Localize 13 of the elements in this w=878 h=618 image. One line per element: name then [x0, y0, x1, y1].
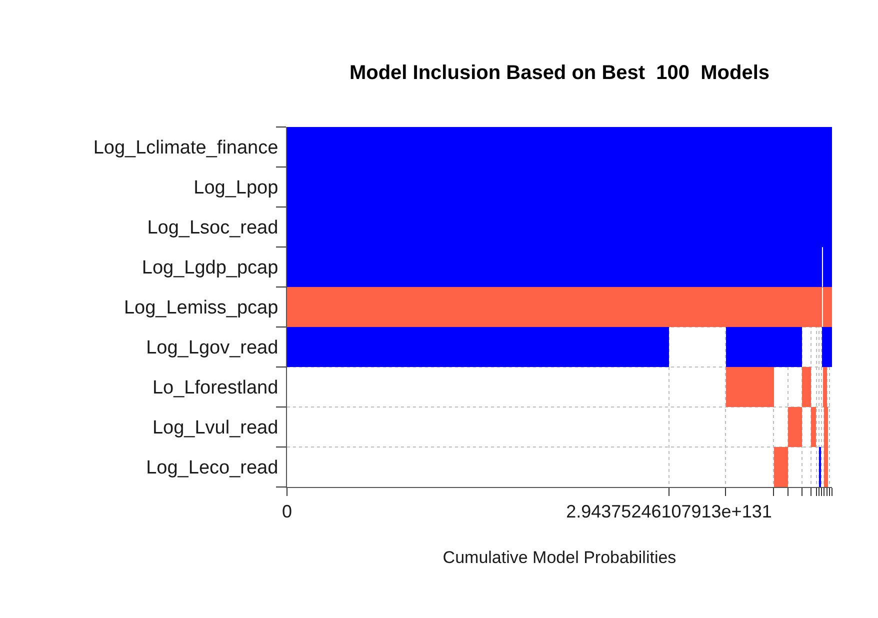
y-tick-label: Log_Lpop [194, 178, 278, 199]
y-tick-label: Log_Lgdp_pcap [142, 258, 278, 279]
y-tick-label: Log_Leco_read [146, 458, 278, 479]
y-tick-label: Log_Lvul_read [152, 418, 278, 439]
y-tick-label: Log_Lsoc_read [147, 218, 278, 239]
x-tick-label: 0 [282, 502, 292, 522]
chart-title: Model Inclusion Based on Best 100 Models [349, 62, 770, 84]
x-axis-title: Cumulative Model Probabilities [442, 548, 676, 567]
y-tick-label: Log_Lclimate_finance [93, 138, 278, 159]
y-tick-label: Log_Lemiss_pcap [124, 298, 278, 319]
y-tick-label: Log_Lgov_read [146, 338, 278, 359]
y-tick-label: Lo_Lforestland [152, 378, 278, 399]
x-tick-label: 2.94375246107913e+131 [566, 502, 772, 522]
